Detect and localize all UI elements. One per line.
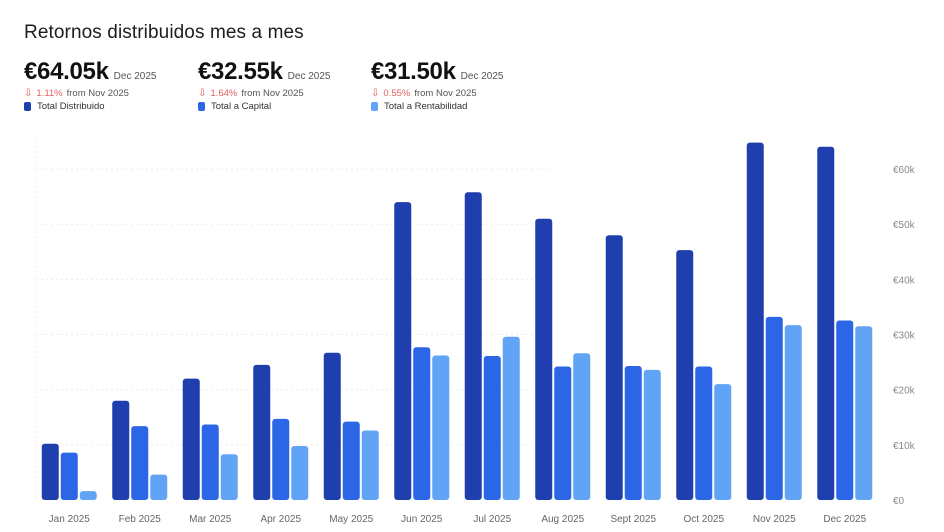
y-tick-label: €60k [893, 165, 916, 176]
legend-label: Total Distribuido [37, 101, 105, 112]
x-tick-label: Sept 2025 [610, 514, 656, 525]
y-tick-label: €30k [893, 331, 916, 342]
legend-item-total-capital[interactable]: Total a Capital [198, 101, 330, 112]
kpi-period: Dec 2025 [113, 71, 157, 82]
arrow-down-icon: ⇩ [24, 88, 33, 99]
bar [573, 353, 591, 500]
bar [291, 445, 309, 500]
bar [201, 424, 219, 500]
legend-swatch-icon [371, 102, 378, 111]
bar [464, 192, 482, 500]
legend-label: Total a Capital [211, 101, 272, 112]
y-tick-label: €0 [893, 496, 905, 507]
x-tick-label: Apr 2025 [260, 514, 301, 525]
bar [323, 352, 341, 500]
x-tick-label: May 2025 [329, 514, 373, 525]
bar [60, 452, 78, 500]
legend-label: Total a Rentabilidad [384, 101, 468, 112]
bar [746, 142, 764, 501]
bar [483, 356, 501, 500]
bar [502, 336, 520, 500]
kpi-change-pct: 1.11% [36, 88, 63, 99]
bar [535, 218, 553, 500]
bar [432, 355, 450, 500]
bar [131, 426, 149, 500]
bar [695, 366, 713, 500]
bar [272, 418, 290, 500]
bar [855, 326, 873, 500]
bar [765, 316, 783, 500]
kpi-total-distribuido: €64.05k Dec 2025 ⇩ 1.11% from Nov 2025 T… [24, 58, 156, 112]
x-tick-label: Dec 2025 [823, 514, 866, 525]
x-tick-label: Jul 2025 [473, 514, 511, 525]
x-tick-label: Nov 2025 [753, 514, 796, 525]
kpi-period: Dec 2025 [287, 71, 331, 82]
x-tick-label: Aug 2025 [541, 514, 584, 525]
bar [220, 454, 238, 500]
bar [784, 325, 802, 500]
legend-swatch-icon [198, 102, 205, 111]
x-tick-label: Jun 2025 [401, 514, 443, 525]
kpi-value: €64.05k [24, 58, 109, 85]
bar [342, 421, 360, 500]
kpi-change-text: from Nov 2025 [414, 88, 477, 99]
legend-item-total-distribuido[interactable]: Total Distribuido [24, 101, 156, 112]
bar [817, 146, 835, 500]
y-tick-label: €50k [893, 220, 916, 231]
legend-item-total-rentabilidad[interactable]: Total a Rentabilidad [371, 101, 503, 112]
kpi-total-rentabilidad: €31.50k Dec 2025 ⇩ 0.55% from Nov 2025 T… [371, 58, 503, 112]
kpi-change-pct: 0.55% [383, 88, 411, 99]
kpi-value: €31.50k [371, 58, 456, 85]
kpi-total-capital: €32.55k Dec 2025 ⇩ 1.64% from Nov 2025 T… [198, 58, 330, 112]
bar [112, 400, 130, 500]
bar [676, 250, 694, 500]
x-tick-label: Mar 2025 [189, 514, 232, 525]
x-tick-label: Feb 2025 [119, 514, 162, 525]
arrow-down-icon: ⇩ [371, 88, 380, 99]
bar [643, 369, 661, 500]
bar [253, 364, 271, 500]
chart-title: Retornos distribuidos mes a mes [24, 22, 304, 43]
kpi-value: €32.55k [198, 58, 283, 85]
y-tick-label: €10k [893, 441, 916, 452]
bar [79, 491, 97, 500]
kpi-change-text: from Nov 2025 [66, 88, 129, 99]
kpi-change-text: from Nov 2025 [241, 88, 304, 99]
bar [182, 378, 200, 500]
y-tick-label: €40k [893, 275, 916, 286]
bar [361, 430, 379, 500]
y-tick-label: €20k [893, 386, 916, 397]
kpi-change-pct: 1.64% [210, 88, 238, 99]
x-tick-label: Oct 2025 [683, 514, 724, 525]
legend-swatch-icon [24, 102, 31, 111]
bar [394, 202, 412, 500]
bar [605, 235, 623, 501]
bar [41, 443, 59, 500]
bar [836, 320, 854, 500]
bar [150, 474, 168, 500]
kpi-period: Dec 2025 [460, 71, 504, 82]
x-tick-label: Jan 2025 [49, 514, 91, 525]
bar [624, 365, 642, 500]
arrow-down-icon: ⇩ [198, 88, 207, 99]
bar [554, 366, 572, 500]
bar [413, 347, 431, 500]
bar [714, 384, 732, 500]
